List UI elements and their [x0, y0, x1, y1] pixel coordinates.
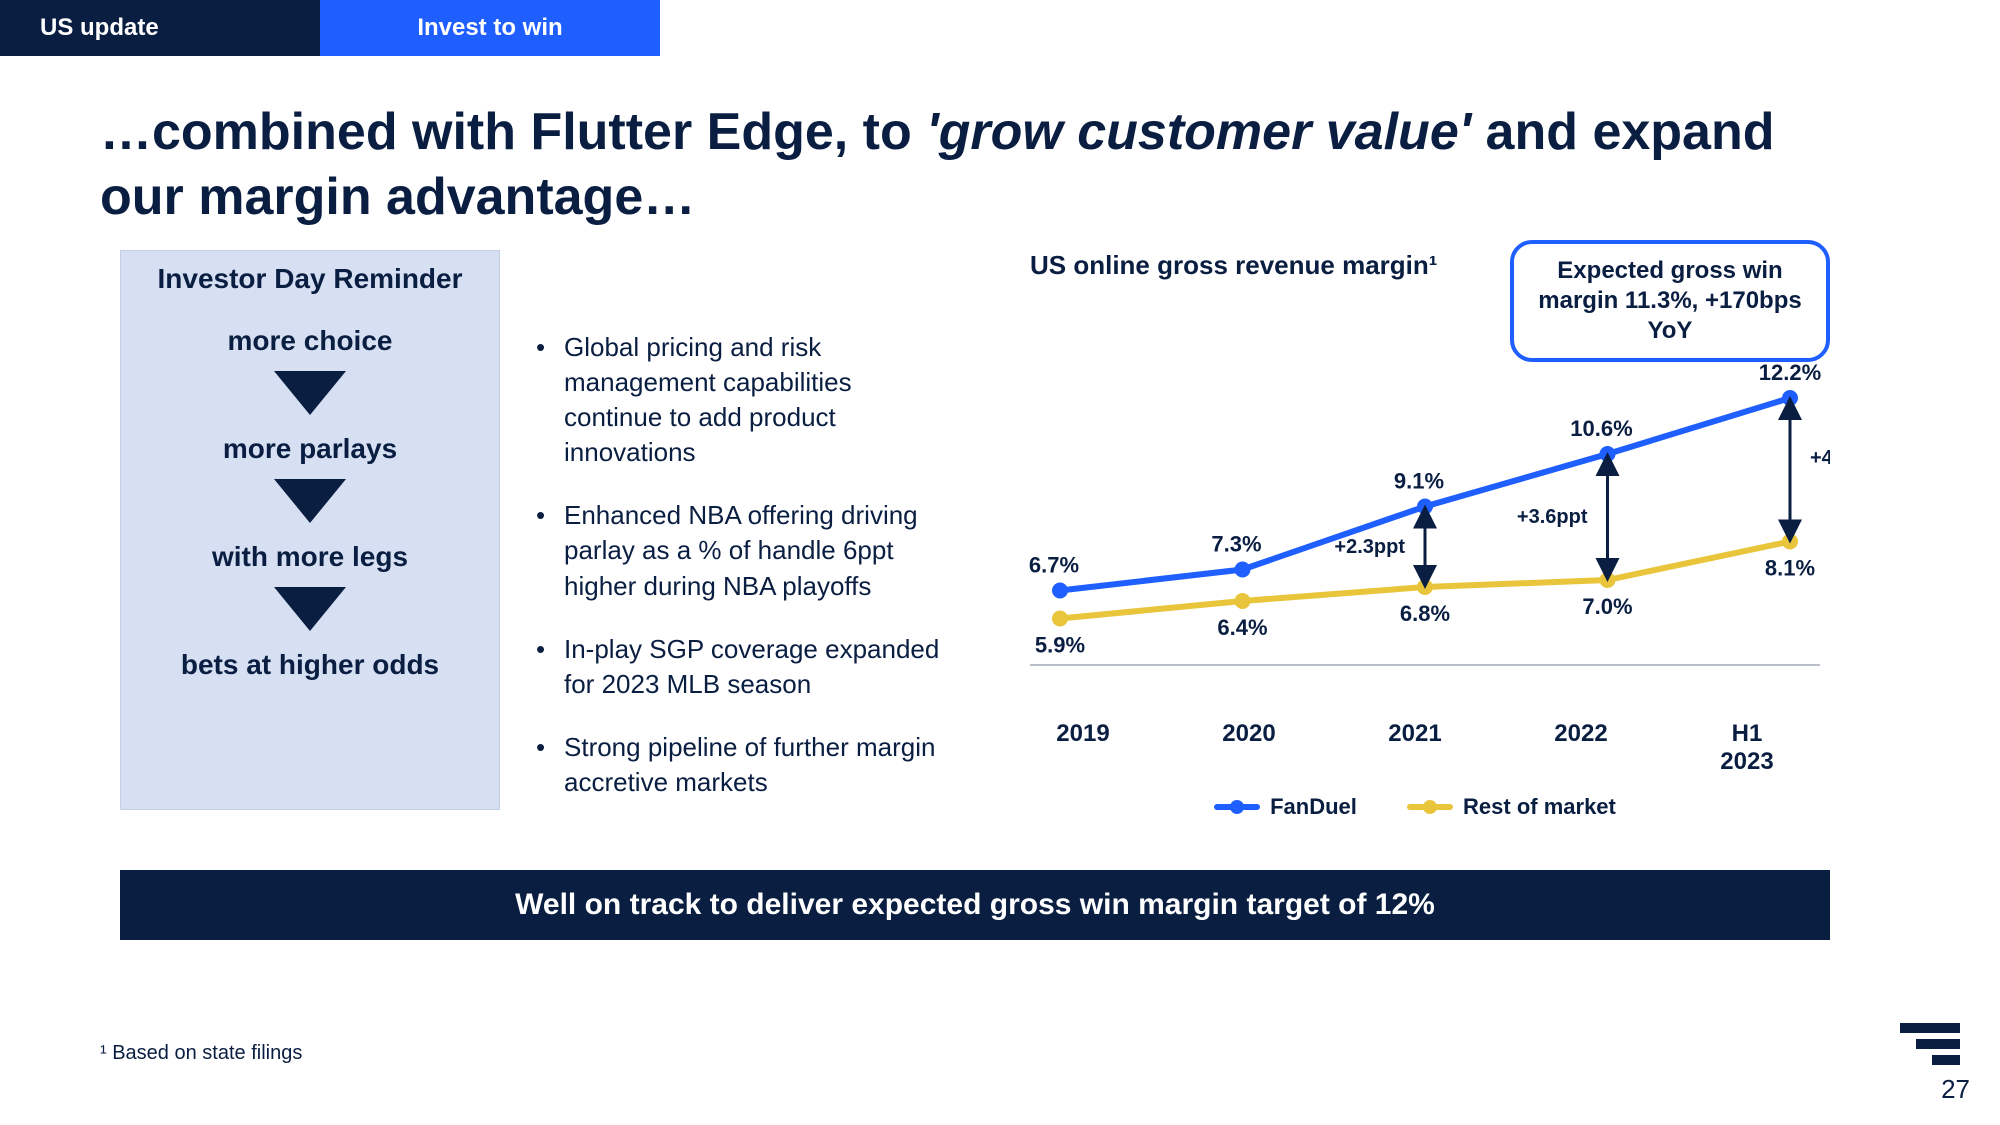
svg-text:12.2%: 12.2%	[1759, 360, 1821, 385]
svg-text:10.6%: 10.6%	[1570, 416, 1632, 441]
title-part1: …combined with Flutter Edge, to	[100, 103, 926, 161]
legend-swatch-icon	[1214, 804, 1260, 810]
page-number: 27	[1941, 1074, 1970, 1105]
svg-text:6.7%: 6.7%	[1029, 553, 1079, 578]
x-axis-label: 2019	[1000, 720, 1166, 776]
bottom-banner: Well on track to deliver expected gross …	[120, 870, 1830, 940]
svg-text:+2.3ppt: +2.3ppt	[1334, 536, 1405, 558]
svg-text:+3.6ppt: +3.6ppt	[1517, 506, 1588, 528]
investor-day-reminder: Investor Day Reminder more choice more p…	[120, 250, 500, 810]
chart-title: US online gross revenue margin¹	[1030, 250, 1437, 281]
tab-us-update[interactable]: US update	[0, 0, 320, 56]
down-arrow-icon	[274, 371, 346, 415]
flutter-logo-icon	[1900, 1017, 1960, 1065]
chart-svg: 5.9% 6.4% 6.8% 7.0% 8.1% 6.7% 7.3% 9.1% 10.6% 12.…	[1000, 350, 1830, 710]
bullet-list: Global pricing and risk management capab…	[530, 330, 950, 828]
x-axis-label: 2021	[1332, 720, 1498, 776]
bullet-item: Strong pipeline of further margin accret…	[530, 730, 950, 800]
legend-swatch-icon	[1407, 804, 1453, 810]
footnote: ¹ Based on state filings	[100, 1042, 302, 1065]
slide: US update Invest to win …combined with F…	[0, 0, 2000, 1125]
x-axis-label: 2020	[1166, 720, 1332, 776]
bullet-item: Enhanced NBA offering driving parlay as …	[530, 498, 950, 603]
chart-x-axis: 2019202020212022H1 2023	[1000, 720, 1830, 776]
svg-text:8.1%: 8.1%	[1765, 556, 1815, 581]
reminder-item: with more legs	[121, 541, 499, 573]
reminder-item: more choice	[121, 325, 499, 357]
reminder-item: more parlays	[121, 433, 499, 465]
legend-label: Rest of market	[1463, 794, 1616, 820]
legend-rest: Rest of market	[1407, 794, 1616, 820]
margin-chart: US online gross revenue margin¹ Expected…	[1000, 250, 1830, 830]
x-axis-label: 2022	[1498, 720, 1664, 776]
svg-text:7.3%: 7.3%	[1211, 532, 1261, 557]
chart-legend: FanDuel Rest of market	[1000, 790, 1830, 820]
down-arrow-icon	[274, 587, 346, 631]
tab-bar: US update Invest to win	[0, 0, 2000, 56]
down-arrow-icon	[274, 479, 346, 523]
svg-text:5.9%: 5.9%	[1035, 633, 1085, 658]
bullet-item: In-play SGP coverage expanded for 2023 M…	[530, 632, 950, 702]
slide-title: …combined with Flutter Edge, to 'grow cu…	[100, 100, 1800, 230]
svg-text:7.0%: 7.0%	[1582, 594, 1632, 619]
svg-text:+4.1ppt: +4.1ppt	[1810, 447, 1830, 469]
bullet-item: Global pricing and risk management capab…	[530, 330, 950, 470]
svg-text:9.1%: 9.1%	[1394, 469, 1444, 494]
legend-fanduel: FanDuel	[1214, 794, 1357, 820]
title-italic: 'grow customer value'	[926, 103, 1471, 161]
chart-callout: Expected gross win margin 11.3%, +170bps…	[1510, 240, 1830, 362]
reminder-title: Investor Day Reminder	[121, 263, 499, 295]
reminder-item: bets at higher odds	[121, 649, 499, 681]
svg-text:6.8%: 6.8%	[1400, 601, 1450, 626]
tab-invest-to-win[interactable]: Invest to win	[320, 0, 660, 56]
legend-label: FanDuel	[1270, 794, 1357, 820]
svg-text:6.4%: 6.4%	[1217, 615, 1267, 640]
x-axis-label: H1 2023	[1664, 720, 1830, 776]
